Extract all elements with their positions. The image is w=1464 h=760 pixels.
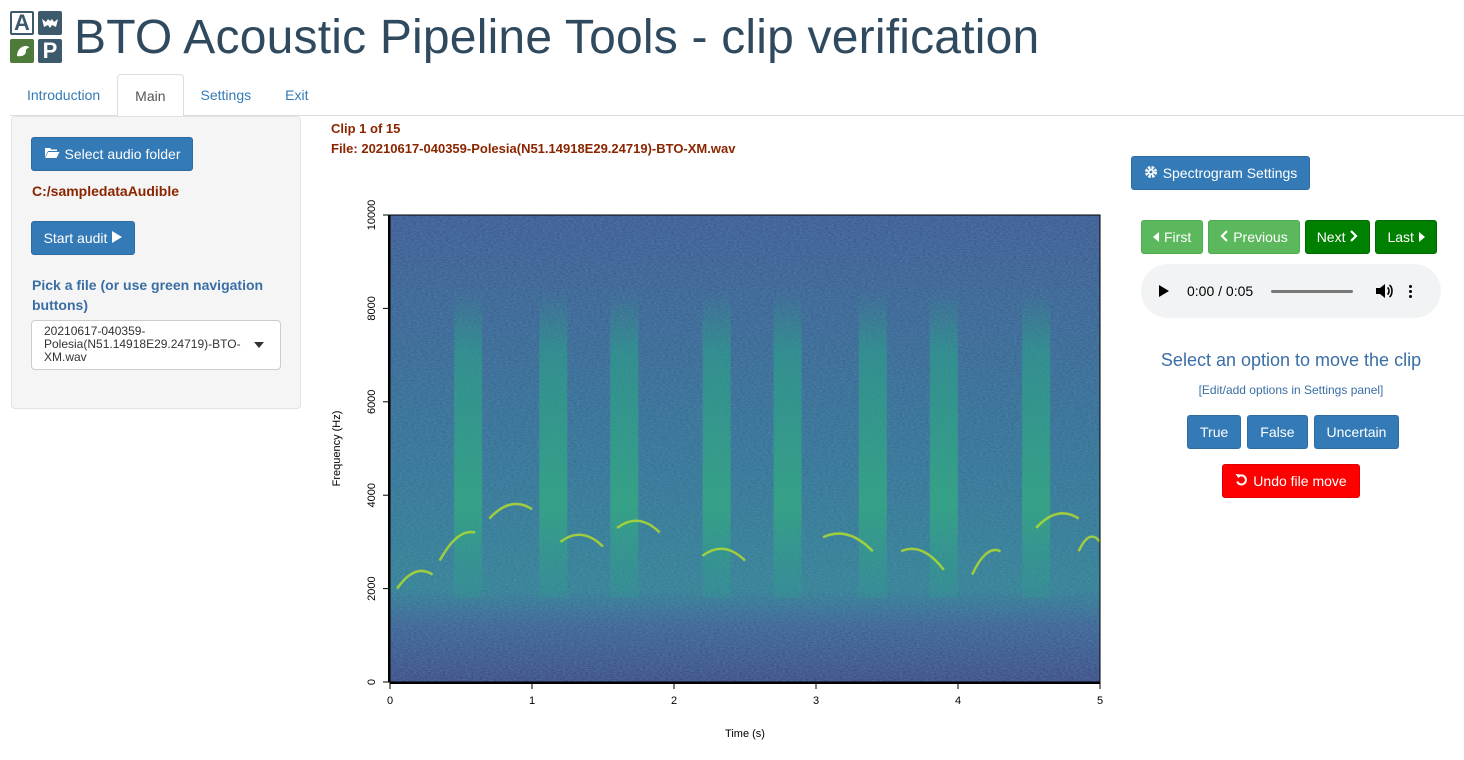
classification-buttons: True False Uncertain bbox=[1187, 415, 1400, 449]
false-button[interactable]: False bbox=[1247, 415, 1308, 449]
chevron-left-icon bbox=[1220, 229, 1228, 245]
spectrogram-settings-label: Spectrogram Settings bbox=[1162, 165, 1298, 181]
x-tick-label: 5 bbox=[1097, 695, 1103, 707]
plot-area bbox=[390, 215, 1101, 682]
call-band bbox=[773, 289, 802, 598]
caret-right-icon bbox=[1418, 229, 1425, 245]
folder-open-icon bbox=[44, 146, 60, 162]
call-band bbox=[610, 289, 639, 598]
app-header: A P BTO Acoustic Pipeline Tools - clip v… bbox=[10, 8, 1039, 66]
previous-button[interactable]: Previous bbox=[1208, 220, 1300, 254]
plot-axes: 0 1 2 3 4 5 0 2000 4000 6000 8000 10000 bbox=[366, 200, 1103, 707]
call-band bbox=[858, 289, 887, 598]
call-band bbox=[539, 289, 568, 598]
call-trace bbox=[438, 530, 476, 562]
true-button[interactable]: True bbox=[1187, 415, 1242, 449]
undo-file-move-label: Undo file move bbox=[1253, 473, 1347, 489]
undo-file-move-button[interactable]: Undo file move bbox=[1222, 464, 1360, 498]
next-button[interactable]: Next bbox=[1304, 220, 1371, 254]
call-trace bbox=[1035, 512, 1080, 529]
y-tick-label: 6000 bbox=[366, 390, 378, 414]
more-options-icon[interactable] bbox=[1409, 284, 1413, 298]
last-button[interactable]: Last bbox=[1375, 220, 1437, 254]
spectrogram-settings-button[interactable]: Spectrogram Settings bbox=[1131, 156, 1310, 190]
file-select-value: 20210617-040359-Polesia(N51.14918E29.247… bbox=[44, 324, 241, 364]
main-tabs: Introduction Main Settings Exit bbox=[10, 74, 1464, 117]
volume-icon[interactable] bbox=[1375, 283, 1393, 299]
logo-letter-a: A bbox=[10, 10, 34, 35]
bird-icon bbox=[10, 39, 34, 63]
y-tick-label: 4000 bbox=[366, 483, 378, 507]
y-tick-label: 10000 bbox=[366, 200, 378, 231]
call-trace bbox=[488, 502, 533, 520]
next-label: Next bbox=[1316, 229, 1346, 245]
tab-introduction[interactable]: Introduction bbox=[27, 87, 101, 103]
tab-settings[interactable]: Settings bbox=[200, 87, 252, 103]
x-tick-label: 4 bbox=[955, 695, 961, 707]
y-axis-label: Frequency (Hz) bbox=[331, 411, 343, 487]
call-trace bbox=[616, 519, 661, 534]
audio-player: 0:00 / 0:05 bbox=[1141, 264, 1441, 318]
caret-left-icon bbox=[1153, 229, 1159, 245]
call-trace bbox=[822, 532, 874, 553]
x-tick-label: 3 bbox=[813, 695, 819, 707]
audio-progress-bar[interactable] bbox=[1271, 289, 1354, 293]
play-icon[interactable] bbox=[1159, 285, 1169, 297]
select-audio-folder-button[interactable]: Select audio folder bbox=[31, 137, 193, 171]
file-select[interactable]: 20210617-040359-Polesia(N51.14918E29.247… bbox=[31, 320, 281, 370]
tab-exit[interactable]: Exit bbox=[285, 87, 309, 103]
first-label: First bbox=[1164, 229, 1192, 245]
call-trace bbox=[559, 533, 604, 548]
call-band bbox=[1022, 289, 1051, 598]
chevron-right-icon bbox=[1350, 229, 1359, 245]
move-clip-hint: [Edit/add options in Settings panel] bbox=[1198, 383, 1384, 397]
x-tick-label: 0 bbox=[387, 695, 393, 707]
call-trace bbox=[1077, 535, 1101, 552]
logo-letter-p: P bbox=[38, 38, 62, 63]
start-audit-label: Start audit bbox=[43, 230, 108, 246]
clip-info: Clip 1 of 15 File: 20210617-040359-Poles… bbox=[331, 119, 735, 159]
audio-time: 0:00 / 0:05 bbox=[1187, 283, 1254, 299]
call-trace bbox=[701, 547, 746, 562]
call-band bbox=[929, 289, 958, 598]
x-tick-label: 1 bbox=[529, 695, 535, 707]
gear-icon bbox=[1144, 165, 1158, 182]
move-clip-heading: Select an option to move the clip bbox=[1160, 350, 1422, 370]
clip-file-name: File: 20210617-040359-Polesia(N51.14918E… bbox=[331, 141, 736, 156]
y-tick-label: 0 bbox=[366, 679, 378, 685]
bto-logo: A P bbox=[10, 10, 62, 63]
x-tick-label: 2 bbox=[671, 695, 677, 707]
spectrogram-noise bbox=[390, 215, 1100, 682]
start-audit-button[interactable]: Start audit bbox=[31, 221, 135, 255]
caret-down-icon bbox=[254, 342, 264, 348]
clip-navigation: First Previous Next Last bbox=[1141, 220, 1437, 254]
previous-label: Previous bbox=[1233, 229, 1288, 245]
pick-file-label: Pick a file (or use green navigation but… bbox=[32, 277, 264, 313]
tab-main[interactable]: Main bbox=[117, 74, 184, 117]
sidebar-panel: Select audio folder C:/sampledataAudible… bbox=[11, 116, 301, 409]
call-trace bbox=[900, 547, 945, 571]
uncertain-button[interactable]: Uncertain bbox=[1313, 415, 1400, 449]
first-button[interactable]: First bbox=[1141, 220, 1204, 254]
y-tick-label: 8000 bbox=[366, 296, 378, 320]
call-trace bbox=[971, 548, 1002, 576]
undo-icon bbox=[1235, 473, 1248, 489]
spectrogram-svg: 0 1 2 3 4 5 0 2000 4000 6000 8000 10000 Time (s) Fr… bbox=[331, 200, 1103, 740]
play-icon bbox=[112, 230, 123, 246]
bat-icon bbox=[38, 11, 62, 35]
spectrogram-plot: 0 1 2 3 4 5 0 2000 4000 6000 8000 10000 Time (s) Fr… bbox=[320, 195, 1120, 755]
last-label: Last bbox=[1387, 229, 1414, 245]
folder-path: C:/sampledataAudible bbox=[32, 183, 180, 199]
call-band bbox=[454, 289, 483, 598]
call-trace bbox=[396, 569, 434, 590]
page-title: BTO Acoustic Pipeline Tools - clip verif… bbox=[74, 10, 1040, 64]
select-audio-folder-label: Select audio folder bbox=[64, 146, 181, 162]
call-band bbox=[702, 289, 731, 598]
clip-counter: Clip 1 of 15 bbox=[331, 121, 401, 136]
x-axis-label: Time (s) bbox=[725, 728, 765, 740]
y-tick-label: 2000 bbox=[366, 576, 378, 600]
